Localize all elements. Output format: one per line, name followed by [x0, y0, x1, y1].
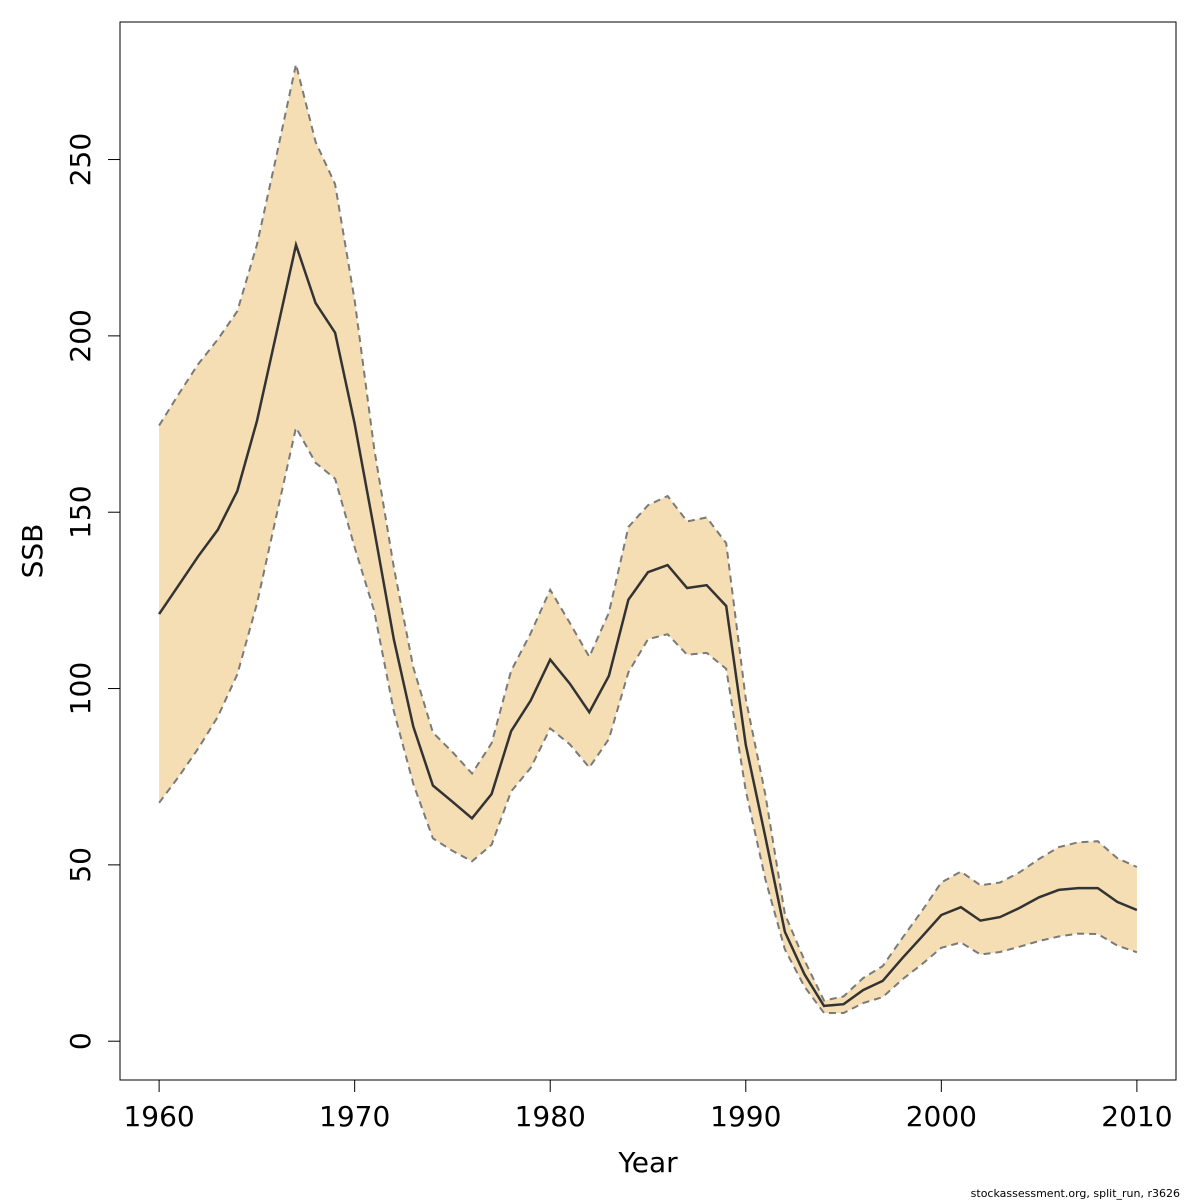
x-axis: 1960 1970 1980 1990 2000 2010: [123, 1079, 1173, 1133]
y-axis-title: SSB: [16, 524, 49, 579]
x-tick-label: 1970: [319, 1100, 390, 1133]
estimate-line: [158, 240, 1138, 1008]
x-tick-label: 1990: [710, 1100, 781, 1133]
footer-note: stockassessment.org, split_run, r3626: [971, 1187, 1180, 1200]
x-tick-label: 1960: [123, 1100, 194, 1133]
y-tick-label: 150: [64, 485, 97, 538]
y-tick-label: 200: [64, 309, 97, 362]
x-axis-title: Year: [617, 1146, 678, 1179]
y-tick-label: 50: [64, 847, 97, 883]
x-tick-label: 2000: [906, 1100, 977, 1133]
y-tick-label: 100: [64, 662, 97, 715]
y-tick-label: 0: [64, 1032, 97, 1050]
lower-bound-line: [158, 424, 1138, 1014]
x-tick-label: 2010: [1101, 1100, 1172, 1133]
y-tick-label: 250: [64, 133, 97, 186]
confidence-band: [159, 64, 1137, 1014]
upper-bound-line: [158, 64, 1138, 1002]
y-axis: 0 50 100 150 200 250: [64, 133, 121, 1050]
x-tick-label: 1980: [515, 1100, 586, 1133]
